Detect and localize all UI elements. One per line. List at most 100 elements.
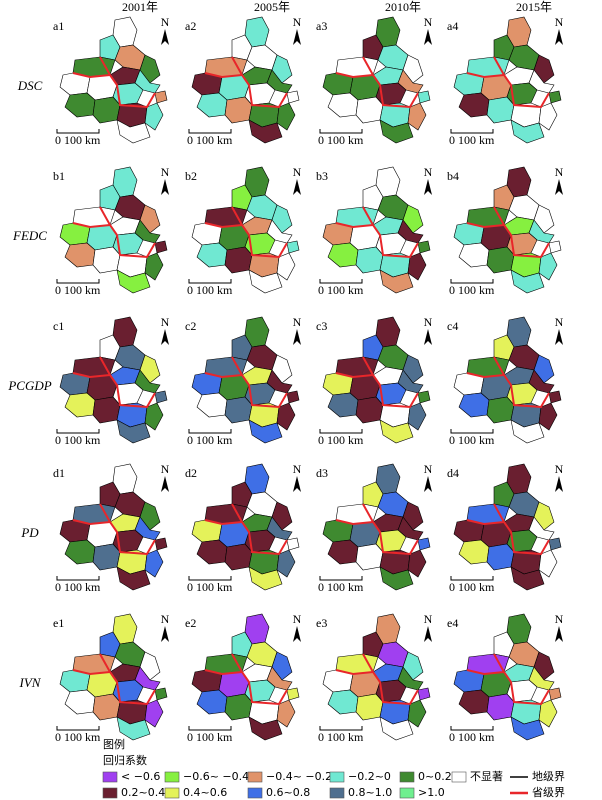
province-boundary bbox=[493, 653, 550, 706]
region bbox=[286, 240, 300, 254]
region bbox=[276, 102, 296, 131]
region bbox=[379, 566, 414, 591]
scale-bar bbox=[56, 279, 100, 284]
north-arrow bbox=[424, 329, 432, 345]
region bbox=[196, 392, 228, 418]
north-arrow bbox=[161, 179, 169, 195]
north-arrow bbox=[555, 476, 563, 492]
legend-label: 0.4~0.6 bbox=[183, 786, 227, 799]
region bbox=[92, 543, 121, 571]
scale-label: 0 100 km bbox=[449, 580, 495, 594]
region bbox=[246, 344, 278, 371]
region bbox=[407, 102, 427, 131]
scale-label: 0 100 km bbox=[187, 580, 233, 594]
region bbox=[327, 539, 359, 565]
province-boundary bbox=[99, 206, 156, 259]
region bbox=[224, 543, 253, 571]
map-panel: b4 N 0 100 km bbox=[447, 165, 564, 297]
scale-bar bbox=[450, 129, 494, 134]
map-panel: c3 N 0 100 km bbox=[316, 315, 433, 447]
region bbox=[379, 419, 414, 444]
region bbox=[458, 92, 490, 118]
region bbox=[248, 269, 283, 294]
region bbox=[271, 501, 293, 531]
region bbox=[246, 44, 278, 71]
region bbox=[407, 402, 427, 431]
panel-label: a2 bbox=[185, 19, 196, 33]
region bbox=[271, 204, 293, 234]
north-label: N bbox=[161, 165, 170, 179]
region bbox=[538, 549, 558, 578]
province-boundary bbox=[466, 669, 505, 676]
north-arrow bbox=[161, 476, 169, 492]
region bbox=[417, 240, 431, 254]
region bbox=[154, 90, 168, 104]
province-boundary bbox=[335, 372, 374, 379]
region bbox=[139, 651, 161, 681]
region bbox=[246, 641, 278, 668]
region bbox=[64, 242, 96, 268]
region bbox=[196, 92, 228, 118]
map-panel: e2 N 0 100 km bbox=[185, 612, 302, 744]
scale-label: 0 100 km bbox=[55, 433, 101, 447]
region bbox=[114, 44, 146, 71]
province-boundary bbox=[72, 222, 111, 229]
north-arrow bbox=[161, 29, 169, 45]
region bbox=[533, 501, 555, 531]
legend-subtitle: 回归系数 bbox=[103, 753, 147, 767]
north-arrow bbox=[424, 29, 432, 45]
region bbox=[154, 240, 168, 254]
region bbox=[407, 549, 427, 578]
region bbox=[196, 242, 228, 268]
north-label: N bbox=[424, 315, 433, 329]
scale-label: 0 100 km bbox=[55, 730, 101, 744]
legend-label: 省级界 bbox=[532, 786, 565, 799]
scale-label: 0 100 km bbox=[449, 283, 495, 297]
region bbox=[402, 501, 424, 531]
region bbox=[224, 96, 253, 124]
map-panel: d2 N 0 100 km bbox=[185, 462, 302, 594]
region bbox=[144, 699, 164, 728]
north-arrow bbox=[293, 329, 301, 345]
column-header: 2005年 bbox=[254, 0, 290, 14]
province-boundary bbox=[99, 653, 156, 706]
region bbox=[548, 90, 562, 104]
region bbox=[144, 252, 164, 281]
province-boundary bbox=[335, 669, 374, 676]
province-boundary bbox=[231, 56, 288, 109]
north-label: N bbox=[161, 15, 170, 29]
legend-swatch bbox=[102, 771, 118, 783]
province-boundary bbox=[204, 519, 243, 526]
north-label: N bbox=[555, 612, 564, 626]
region bbox=[327, 689, 359, 715]
panel-label: a1 bbox=[53, 19, 64, 33]
region bbox=[286, 687, 300, 701]
region bbox=[248, 716, 283, 741]
province-boundary bbox=[231, 503, 288, 556]
north-arrow bbox=[161, 329, 169, 345]
region bbox=[224, 396, 253, 424]
scale-bar bbox=[319, 129, 363, 134]
region bbox=[64, 92, 96, 118]
north-label: N bbox=[555, 315, 564, 329]
map-panel: b2 N 0 100 km bbox=[185, 165, 302, 297]
province-boundary bbox=[99, 356, 156, 409]
legend-swatch bbox=[399, 787, 415, 799]
north-label: N bbox=[293, 15, 302, 29]
province-boundary bbox=[99, 56, 156, 109]
map-panel: b3 N 0 100 km bbox=[316, 165, 433, 297]
region bbox=[486, 693, 515, 721]
region bbox=[417, 537, 431, 551]
region bbox=[379, 269, 414, 294]
region bbox=[548, 687, 562, 701]
region bbox=[92, 396, 121, 424]
scale-bar bbox=[450, 576, 494, 581]
region bbox=[458, 242, 490, 268]
region bbox=[508, 344, 540, 371]
province-boundary bbox=[204, 372, 243, 379]
legend-swatch bbox=[247, 771, 263, 783]
legend-label: 0~0.2 bbox=[418, 770, 452, 783]
region bbox=[508, 491, 540, 518]
scale-label: 0 100 km bbox=[449, 433, 495, 447]
